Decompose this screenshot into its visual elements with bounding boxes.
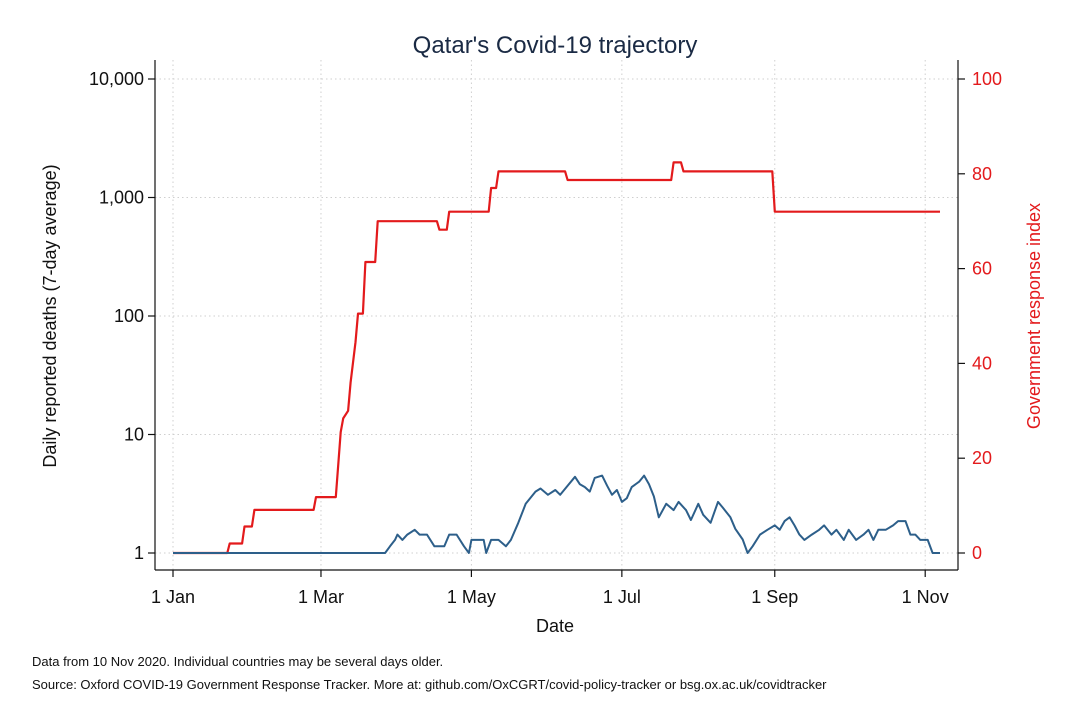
- chart-title: Qatar's Covid-19 trajectory: [413, 32, 698, 59]
- y-tick-left-label: 1,000: [99, 188, 144, 208]
- x-tick-label: 1 Mar: [298, 587, 344, 607]
- y-tick-right-label: 80: [972, 164, 992, 184]
- y-axis-left-label: Daily reported deaths (7-day average): [40, 164, 60, 467]
- x-tick-label: 1 Sep: [751, 587, 798, 607]
- y-axis-right-label: Government response index: [1024, 203, 1044, 429]
- x-tick-label: 1 Jul: [603, 587, 641, 607]
- series-line-deaths: [173, 474, 940, 554]
- x-tick-label: 1 Nov: [902, 587, 949, 607]
- footnote-source: Source: Oxford COVID-19 Government Respo…: [32, 677, 827, 692]
- axes: [154, 60, 959, 571]
- x-tick-label: 1 Jan: [151, 587, 195, 607]
- series: [173, 161, 940, 555]
- y-tick-right-label: 100: [972, 69, 1002, 89]
- y-tick-right-label: 60: [972, 259, 992, 279]
- footnote-data-date: Data from 10 Nov 2020. Individual countr…: [32, 654, 444, 669]
- x-tick-label: 1 May: [447, 587, 496, 607]
- y-tick-right-label: 40: [972, 353, 992, 373]
- y-tick-left-label: 100: [114, 306, 144, 326]
- y-tick-left-label: 10,000: [89, 69, 144, 89]
- grid: [155, 60, 958, 570]
- series-line-response-index: [173, 161, 940, 555]
- ticks: 1 10 100 1,000 10,000 0 20 40 60 80 100 1 Jan 1 Mar 1…: [89, 69, 1002, 607]
- y-tick-left-label: 1: [134, 543, 144, 563]
- y-tick-left-label: 10: [124, 425, 144, 445]
- y-tick-right-label: 20: [972, 448, 992, 468]
- x-axis-label: Date: [536, 616, 574, 636]
- y-tick-right-label: 0: [972, 543, 982, 563]
